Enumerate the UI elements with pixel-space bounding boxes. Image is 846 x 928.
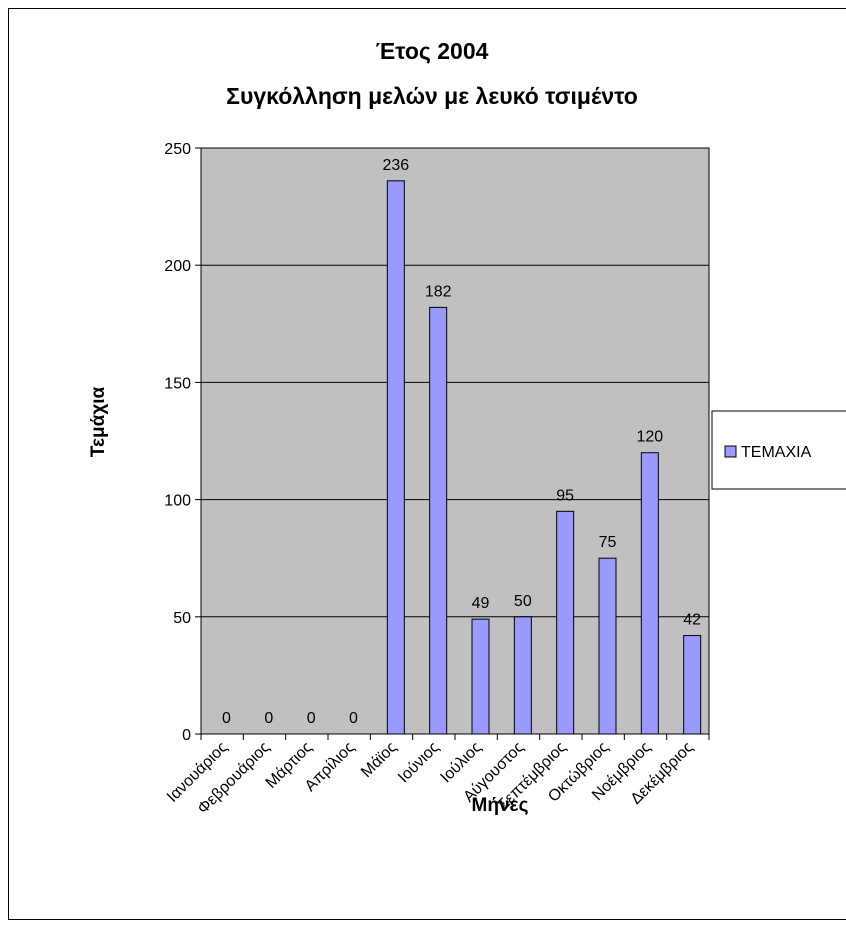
- legend-label: ΤΕΜΑΧΙΑ: [741, 444, 812, 461]
- bar: [471, 618, 490, 735]
- x-tick-label: Ιούνιος: [395, 739, 443, 787]
- y-tick-label: 50: [173, 610, 191, 627]
- bar: [640, 452, 659, 735]
- bar: [386, 180, 405, 735]
- bar: [556, 510, 575, 735]
- legend: ΤΕΜΑΧΙΑ: [711, 410, 846, 490]
- data-label: 236: [382, 157, 409, 174]
- y-tick-label: 250: [164, 141, 191, 158]
- data-label: 49: [472, 595, 490, 612]
- chart-title-line2: Συγκόλληση μελών με λευκό τσιμέντο: [226, 83, 638, 109]
- y-axis-title: Τεμάχια: [88, 386, 109, 457]
- data-label: 182: [425, 283, 452, 300]
- data-label: 0: [349, 710, 358, 727]
- bar: [429, 306, 448, 735]
- data-label: 50: [514, 593, 532, 610]
- chart-title-line1: Έτος 2004: [376, 38, 489, 64]
- y-tick-label: 100: [164, 493, 191, 510]
- y-tick-label: 200: [164, 258, 191, 275]
- bar: [683, 635, 702, 735]
- data-label: 0: [264, 710, 273, 727]
- data-label: 0: [222, 710, 231, 727]
- plot-area: [201, 148, 709, 734]
- data-label: 42: [683, 612, 701, 629]
- data-label: 95: [556, 487, 574, 504]
- bar: [598, 557, 617, 735]
- bar: [513, 616, 532, 735]
- x-axis-title: Μήνες: [472, 795, 529, 816]
- y-tick-label: 0: [182, 727, 191, 744]
- data-label: 0: [307, 710, 316, 727]
- y-tick-label: 150: [164, 375, 191, 392]
- data-label: 120: [636, 429, 663, 446]
- legend-swatch: [724, 445, 737, 458]
- data-label: 75: [599, 534, 617, 551]
